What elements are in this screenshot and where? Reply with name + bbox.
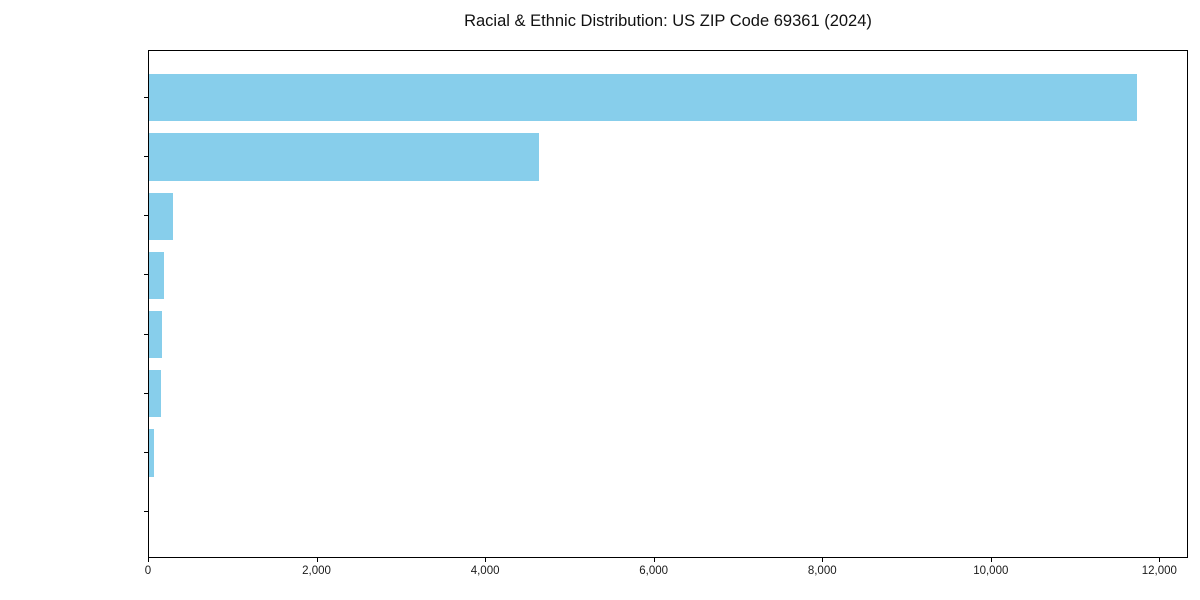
x-tick-mark [990,558,992,562]
x-tick-label: 2,000 [302,565,331,577]
x-tick-label: 10,000 [973,565,1009,577]
y-tick-mark [144,155,148,157]
x-tick-mark [653,558,655,562]
bar-6 [149,429,154,477]
bar-1 [149,133,539,181]
y-tick-mark [144,511,148,513]
bar-4 [149,310,162,359]
x-tick-label: 8,000 [807,565,837,577]
bar-0 [149,74,1137,122]
x-tick-label: 6,000 [639,565,669,577]
chart-title: Racial & Ethnic Distribution: US ZIP Cod… [464,12,872,30]
y-tick-mark [144,333,148,335]
x-tick-mark [485,558,487,562]
y-tick-mark [144,274,148,276]
plot-area [148,50,1188,558]
x-tick-label: 12,000 [1141,565,1177,577]
bar-3 [149,251,164,300]
x-tick-mark [822,558,824,562]
x-tick-label: 4,000 [470,565,500,577]
x-tick-mark [148,558,149,562]
y-tick-mark [144,452,148,454]
x-tick-mark [316,558,318,562]
x-tick-mark [1159,558,1161,562]
y-tick-mark [144,392,148,394]
y-tick-mark [144,96,148,98]
bar-5 [149,370,161,418]
y-tick-mark [144,215,148,217]
x-tick-label: 0 [144,565,152,577]
bar-2 [149,192,173,240]
